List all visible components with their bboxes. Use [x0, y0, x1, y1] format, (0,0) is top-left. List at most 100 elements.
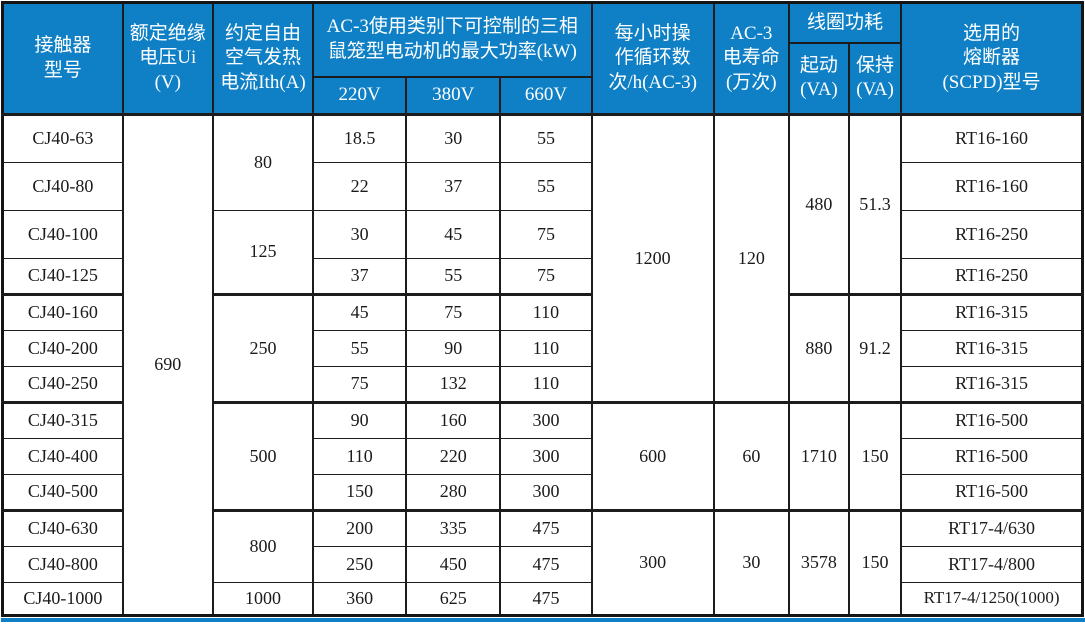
cell-fuse: RT16-500	[900, 401, 1084, 439]
cell-model: CJ40-200	[1, 330, 124, 367]
cell-ith: 500	[211, 401, 315, 511]
table-row: CJ40-63 690 80 18.5 30 55 1200 120 480 5…	[1, 113, 1084, 616]
cell-fuse: RT16-315	[900, 293, 1084, 331]
cell-cycles: 1200	[590, 113, 715, 403]
cell-power-380: 280	[405, 474, 502, 511]
cell-power-220: 37	[312, 258, 408, 295]
header-max-power-ac3: AC-3使用类别下可控制的三相 鼠笼型电动机的最大功率(kW)	[312, 1, 593, 78]
header-coil-power: 线圈功耗	[787, 1, 903, 44]
cell-fuse: RT17-4/1250(1000)	[900, 582, 1084, 616]
cell-model: CJ40-630	[1, 509, 124, 547]
cell-life: 60	[712, 401, 790, 511]
cell-power-660: 75	[499, 258, 593, 295]
cell-power-220: 250	[312, 546, 408, 583]
cell-ith: 125	[211, 210, 315, 295]
header-220v: 220V	[312, 75, 408, 116]
cell-fuse: RT17-4/630	[900, 509, 1084, 547]
cell-power-220: 55	[312, 330, 408, 367]
cell-model: CJ40-500	[1, 474, 124, 511]
cell-power-220: 360	[312, 582, 408, 616]
table-row: CJ40-250 75 132 110 RT16-315	[1, 366, 1084, 403]
cell-coil-start: 880	[787, 293, 850, 403]
cell-power-220: 150	[312, 474, 408, 511]
cell-power-380: 132	[405, 366, 502, 403]
table-row: CJ40-800 250 450 475 RT17-4/800	[1, 546, 1084, 583]
cell-power-380: 220	[405, 438, 502, 475]
cell-power-660: 55	[499, 162, 593, 211]
header-thermal-current: 约定自由 空气发热 电流Ith(A)	[211, 1, 315, 116]
cell-power-660: 475	[499, 509, 593, 547]
cell-power-660: 55	[499, 113, 593, 163]
cell-ith: 1000	[211, 582, 315, 616]
cell-power-220: 30	[312, 210, 408, 259]
header-coil-start: 起动 (VA)	[787, 41, 850, 116]
cell-power-380: 625	[405, 582, 502, 616]
table-row: CJ40-1000 1000 360 625 475 RT17-4/1250(1…	[1, 582, 1084, 616]
header-coil-hold: 保持 (VA)	[847, 41, 903, 116]
cell-power-660: 475	[499, 546, 593, 583]
cell-model: CJ40-400	[1, 438, 124, 475]
cell-fuse: RT16-315	[900, 366, 1084, 403]
cell-fuse: RT16-250	[900, 258, 1084, 295]
cell-fuse: RT16-160	[900, 113, 1084, 163]
cell-fuse: RT16-500	[900, 438, 1084, 475]
cell-power-380: 45	[405, 210, 502, 259]
cell-power-220: 200	[312, 509, 408, 547]
header-cycles-per-hour: 每小时操 作循环数 次/h(AC-3)	[590, 1, 715, 116]
cell-ith: 800	[211, 509, 315, 583]
cell-coil-start: 1710	[787, 401, 850, 511]
cell-fuse: RT17-4/800	[900, 546, 1084, 583]
table-row: CJ40-100 125 30 45 75 RT16-250	[1, 210, 1084, 295]
table-body: CJ40-63 690 80 18.5 30 55 1200 120 480 5…	[1, 113, 1084, 616]
cell-coil-hold: 150	[847, 401, 903, 511]
cell-model: CJ40-100	[1, 210, 124, 259]
cell-fuse: RT16-500	[900, 474, 1084, 511]
cell-power-380: 55	[405, 258, 502, 295]
cell-model: CJ40-800	[1, 546, 124, 583]
cell-power-380: 450	[405, 546, 502, 583]
cell-power-220: 22	[312, 162, 408, 211]
cell-power-660: 300	[499, 474, 593, 511]
header-contactor-model: 接触器 型号	[1, 1, 124, 116]
cell-power-660: 300	[499, 438, 593, 475]
cell-power-380: 160	[405, 401, 502, 439]
cell-model: CJ40-63	[1, 113, 124, 163]
cell-power-220: 110	[312, 438, 408, 475]
cell-fuse: RT16-315	[900, 330, 1084, 367]
table-row: CJ40-315 500 90 160 300 600 60 1710 150 …	[1, 401, 1084, 511]
cell-model: CJ40-80	[1, 162, 124, 211]
cell-power-660: 110	[499, 330, 593, 367]
table-row: CJ40-400 110 220 300 RT16-500	[1, 438, 1084, 475]
cell-power-660: 110	[499, 366, 593, 403]
cell-model: CJ40-160	[1, 293, 124, 331]
cell-power-220: 18.5	[312, 113, 408, 163]
cell-power-660: 110	[499, 293, 593, 331]
cell-power-380: 37	[405, 162, 502, 211]
cell-power-380: 335	[405, 509, 502, 547]
cell-ui: 690	[121, 113, 214, 616]
table-row: CJ40-500 150 280 300 RT16-500	[1, 474, 1084, 511]
cell-coil-start: 480	[787, 113, 850, 295]
cell-power-660: 300	[499, 401, 593, 439]
cell-life: 120	[712, 113, 790, 403]
table-row: CJ40-160 250 45 75 110 880 91.2 RT16-315	[1, 293, 1084, 403]
cell-power-660: 475	[499, 582, 593, 616]
cell-coil-hold: 150	[847, 509, 903, 616]
header-660v: 660V	[499, 75, 593, 116]
cell-model: CJ40-250	[1, 366, 124, 403]
cell-coil-start: 3578	[787, 509, 850, 616]
cell-power-220: 90	[312, 401, 408, 439]
cell-fuse: RT16-250	[900, 210, 1084, 259]
cell-model: CJ40-125	[1, 258, 124, 295]
cell-life: 30	[712, 509, 790, 616]
header-fuse-type: 选用的 熔断器 (SCPD)型号	[900, 1, 1084, 116]
table-row: CJ40-630 800 200 335 475 300 30 3578 150…	[1, 509, 1084, 616]
cell-cycles: 300	[590, 509, 715, 616]
cell-ith: 250	[211, 293, 315, 403]
header-insulation-voltage: 额定绝缘 电压Ui (V)	[121, 1, 214, 116]
cell-power-220: 45	[312, 293, 408, 331]
cell-power-380: 30	[405, 113, 502, 163]
cell-cycles: 600	[590, 401, 715, 511]
